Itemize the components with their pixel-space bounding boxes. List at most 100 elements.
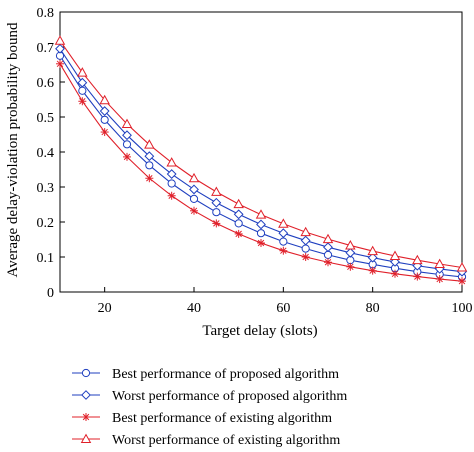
series-2-point-6 (190, 206, 198, 215)
series-3-point-2 (99, 94, 110, 105)
series-2-point-8-stroke (235, 230, 242, 238)
series-2-point-14 (368, 266, 377, 275)
series-2-point-9-stroke (257, 239, 265, 247)
y-tick-label-8: 0.8 (37, 6, 55, 21)
legend-marker-3 (80, 433, 92, 444)
series-1-point-6 (189, 184, 199, 195)
series-2-point-12 (324, 258, 332, 267)
series-1-point-13 (345, 247, 356, 258)
series-3-point-8 (233, 198, 244, 209)
series-2-point-5 (167, 191, 176, 200)
y-tick-label-7: 0.7 (37, 41, 55, 56)
y-axis-title: Average delay-violation probability boun… (5, 22, 21, 278)
series-2-point-18 (458, 277, 466, 286)
series-1-point-11 (300, 235, 311, 246)
legend-marker-2-stroke (82, 413, 90, 421)
series-2-point-8 (234, 229, 243, 238)
series-1-point-7 (211, 197, 222, 208)
x-axis-title: Target delay (slots) (202, 323, 317, 339)
series-2-point-9 (257, 239, 265, 247)
series-0-point-3 (122, 140, 132, 149)
series-3-point-15 (389, 250, 401, 260)
x-tick-label-1: 40 (187, 301, 201, 316)
series-0-point-11 (301, 244, 310, 253)
series-1-point-8 (233, 209, 244, 220)
series-3-point-3 (121, 118, 133, 129)
series-2-point-2 (100, 128, 109, 137)
series-2-point-11-stroke (302, 253, 309, 261)
series-0-point-10 (279, 237, 288, 246)
series-2-point-11 (301, 253, 310, 261)
series-2-point-16 (413, 272, 422, 281)
plot-area: 0 0.1 0.2 0.3 0.4 0.5 0.6 0.7 0.8 20 40 60 80 100 (37, 6, 473, 316)
series-1-point-10 (278, 228, 289, 239)
series-2-point-1-stroke (79, 98, 86, 105)
series-3-point-13 (345, 240, 356, 250)
series-3-point-5 (166, 157, 177, 167)
series-2-point-15 (391, 269, 399, 278)
series-0-point-9 (256, 229, 266, 238)
series-1-point-1 (77, 77, 88, 88)
series-2-point-4-stroke (146, 175, 153, 182)
x-tick-label-4: 100 (452, 301, 473, 316)
series-3-point-16 (412, 254, 423, 265)
series-2-point-13-stroke (347, 263, 354, 271)
axes-frame (59, 11, 463, 293)
series-1-point-14 (367, 252, 378, 263)
series-3-point-12 (322, 233, 334, 244)
series-2-point-2-stroke (101, 128, 108, 136)
series-0-point-2 (100, 115, 109, 124)
y-tick-label-6: 0.6 (37, 76, 55, 91)
legend: Best performance of proposed algorithm Wo… (72, 367, 347, 448)
y-tick-label-4: 0.4 (37, 146, 55, 161)
series-0-point-1 (78, 86, 87, 95)
x-tick-label-3: 80 (366, 301, 380, 316)
x-tick-label-2: 60 (276, 301, 290, 316)
series-3-point-7 (211, 186, 222, 196)
legend-entry-0: Best performance of proposed algorithm (112, 367, 339, 382)
series-2-point-3 (123, 152, 131, 161)
series-2-point-4 (145, 174, 154, 183)
legend-entry-3: Worst performance of existing algorithm (112, 433, 340, 448)
series-2-point-10 (279, 246, 288, 255)
legend-entry-2: Best performance of existing algorithm (112, 411, 332, 426)
series-3-point-9 (255, 209, 267, 219)
series-3-point-18 (456, 262, 468, 272)
series-2-point-6-stroke (190, 207, 198, 215)
legend-entry-1: Worst performance of proposed algorithm (112, 389, 347, 404)
series-2-point-5-stroke (168, 192, 175, 199)
series-2-point-17-stroke (436, 275, 443, 283)
series-line-2 (59, 63, 463, 282)
series-2-point-7-stroke (213, 220, 220, 227)
y-tick-label-0: 0 (47, 286, 54, 301)
series-0-point-4 (145, 161, 154, 170)
series-1-point-5 (166, 169, 177, 179)
series-2-point-16-stroke (414, 273, 421, 280)
series-3-point-4 (144, 139, 155, 149)
series-2-point-13 (346, 262, 355, 271)
series-0-point-7 (212, 208, 221, 217)
series-2-point-0-stroke (56, 60, 64, 68)
y-tick-label-2: 0.2 (37, 216, 55, 231)
y-tick-label-1: 0.1 (37, 251, 55, 266)
series-2-point-7 (212, 219, 221, 228)
legend-marker-0 (81, 368, 91, 378)
series-2-point-0 (56, 59, 64, 68)
series-2-point-14-stroke (369, 267, 376, 274)
series-2-point-10-stroke (280, 247, 287, 254)
y-tick-label-5: 0.5 (37, 111, 55, 126)
series-line-1 (59, 48, 463, 273)
series-2-point-1 (78, 97, 87, 106)
series-0-point-8 (234, 219, 243, 228)
legend-marker-2 (82, 413, 90, 421)
series-2-point-3-stroke (123, 153, 131, 161)
series-3-point-10 (278, 218, 289, 228)
series-3-point-0 (54, 35, 66, 45)
series-1-point-9 (256, 219, 266, 230)
series-3-point-6 (188, 172, 200, 183)
series-2-point-18-stroke (458, 277, 466, 285)
series-3-point-11 (300, 226, 311, 237)
series-0-point-5 (167, 179, 176, 188)
series-0-point-12 (323, 250, 333, 259)
series-3-point-1 (77, 67, 88, 77)
